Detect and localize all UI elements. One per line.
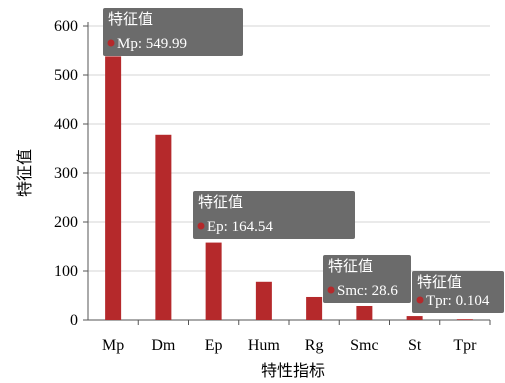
series-dot-icon	[416, 296, 424, 304]
tooltip-value: Tpr: 0.104	[426, 293, 490, 309]
tooltip-mp: 特征值 Mp: 549.99	[103, 8, 243, 56]
bar-mp[interactable]	[105, 56, 122, 320]
series-dot-icon	[107, 39, 115, 47]
tooltip-value: Mp: 549.99	[117, 36, 187, 52]
x-tick-label-st: St	[408, 337, 422, 354]
y-tick-label: 600	[54, 18, 78, 35]
y-tick-label: 500	[54, 67, 78, 84]
axes	[83, 22, 491, 325]
bar-ep[interactable]	[205, 242, 222, 320]
bar-tpr[interactable]	[456, 319, 473, 320]
tooltip-value: Ep: 164.54	[207, 219, 273, 235]
y-tick-label: 0	[70, 312, 78, 329]
tooltip-box	[103, 8, 243, 56]
tooltip-box	[323, 255, 411, 303]
bars	[105, 56, 473, 320]
series-dot-icon	[327, 286, 335, 294]
y-axis-title: 特征值	[15, 149, 34, 197]
tooltip-ep: 特征值 Ep: 164.54	[193, 191, 355, 239]
bar-dm[interactable]	[155, 134, 172, 320]
tooltip-title: 特征值	[417, 274, 462, 291]
tooltip-title: 特征值	[108, 11, 153, 28]
tooltip-title: 特征值	[198, 194, 243, 211]
series-dot-icon	[197, 222, 205, 230]
x-tick-label-rg: Rg	[305, 337, 324, 354]
tooltip-title: 特征值	[328, 258, 373, 275]
x-tick-label-ep: Ep	[205, 337, 223, 354]
y-tick-label: 100	[54, 263, 78, 280]
tooltip-value: Smc: 28.6	[337, 283, 398, 299]
y-tick-label: 400	[54, 116, 78, 133]
tooltip-tpr: 特征值 Tpr: 0.104	[412, 271, 504, 313]
x-tick-label-dm: Dm	[151, 337, 176, 354]
tooltip-box	[412, 271, 504, 313]
y-tick-labels: 0 100 200 300 400 500 600	[54, 18, 78, 329]
tooltip-smc: 特征值 Smc: 28.6	[323, 255, 411, 303]
bar-rg[interactable]	[306, 296, 323, 320]
x-axis-title: 特性指标	[261, 361, 325, 380]
x-tick-label-hum: Hum	[248, 337, 281, 354]
bar-hum[interactable]	[255, 281, 272, 320]
bar-st[interactable]	[406, 316, 423, 320]
y-tick-label: 200	[54, 214, 78, 231]
y-tick-label: 300	[54, 165, 78, 182]
bar-smc[interactable]	[356, 305, 373, 320]
x-tick-label-smc: Smc	[350, 337, 378, 354]
x-tick-labels: Mp Dm Ep Hum Rg Smc St Tpr	[102, 337, 477, 354]
tooltip-box	[193, 191, 355, 239]
x-tick-label-mp: Mp	[102, 337, 124, 354]
x-tick-label-tpr: Tpr	[453, 337, 477, 354]
